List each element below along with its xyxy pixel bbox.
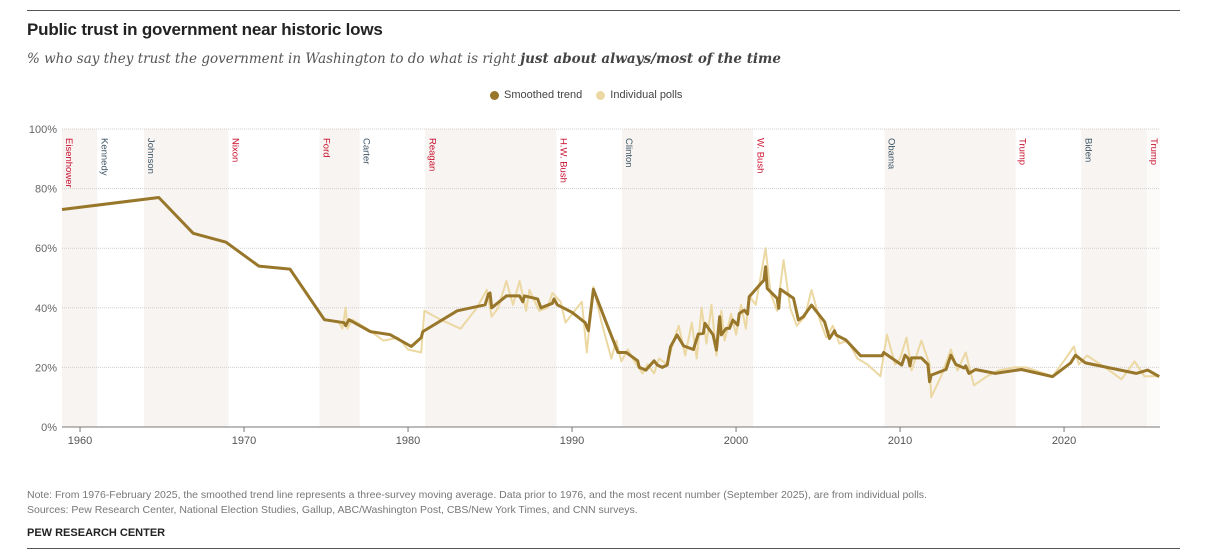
president-label: Trump (1017, 138, 1028, 165)
y-tick-label: 0% (41, 422, 57, 434)
term-shade (622, 129, 754, 427)
legend-item-polls: Individual polls (596, 89, 682, 101)
president-label: H.W. Bush (557, 138, 568, 183)
president-label: Obama (885, 138, 896, 170)
legend-item-smoothed: Smoothed trend (490, 89, 582, 101)
x-tick-label: 1960 (68, 435, 92, 447)
president-label: Carter (361, 138, 372, 164)
term-shade (1146, 129, 1160, 427)
legend: Smoothed trend Individual polls (490, 89, 682, 101)
chart-note: Note: From 1976-February 2025, the smoot… (27, 489, 927, 501)
y-tick-label: 60% (35, 243, 57, 255)
brand-logo-text: PEW RESEARCH CENTER (27, 527, 166, 539)
legend-label-polls: Individual polls (610, 89, 683, 101)
legend-swatch-smoothed (490, 90, 499, 100)
legend-swatch-polls (596, 90, 606, 100)
term-shade (62, 129, 98, 427)
president-label: Clinton (623, 138, 634, 168)
x-tick-label: 2020 (1052, 435, 1076, 447)
term-shade (144, 129, 229, 427)
x-tick-label: 1980 (396, 435, 420, 447)
x-tick-label: 1970 (232, 435, 256, 447)
x-tick-label: 1990 (560, 435, 584, 447)
president-label: Trump (1148, 138, 1159, 165)
president-label: Johnson (145, 138, 156, 174)
y-tick-label: 80% (35, 184, 57, 196)
term-shade (884, 129, 1016, 427)
subtitle-regular: % who say they trust the government in W… (27, 51, 521, 67)
term-shade (319, 129, 360, 427)
x-tick-label: 2000 (724, 435, 748, 447)
chart-sources: Sources: Pew Research Center, National E… (27, 504, 638, 516)
y-tick-label: 100% (29, 124, 57, 136)
president-label: Ford (320, 138, 331, 158)
legend-label-smoothed: Smoothed trend (504, 89, 583, 101)
president-label: Kennedy (98, 138, 109, 176)
x-tick-label: 2010 (888, 435, 912, 447)
term-shade (1081, 129, 1147, 427)
top-rule (27, 10, 1180, 11)
president-label: Nixon (229, 138, 240, 162)
y-tick-label: 20% (35, 362, 57, 374)
president-label: Biden (1082, 138, 1093, 162)
bottom-rule (27, 548, 1180, 549)
y-tick-label: 40% (35, 303, 57, 315)
president-label: Reagan (426, 138, 437, 171)
subtitle-bold: just about always/most of the time (520, 51, 781, 67)
president-label: W. Bush (754, 138, 765, 173)
chart-subtitle: % who say they trust the government in W… (27, 51, 781, 67)
president-label: Eisenhower (63, 138, 74, 188)
polls-line (324, 247, 1160, 399)
term-shade (425, 129, 557, 427)
smoothed-trend-line (61, 196, 1160, 384)
chart-title: Public trust in government near historic… (27, 20, 383, 39)
